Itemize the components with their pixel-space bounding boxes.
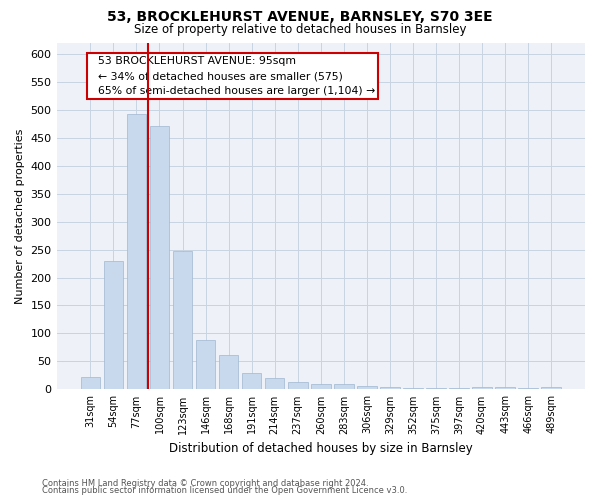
X-axis label: Distribution of detached houses by size in Barnsley: Distribution of detached houses by size … (169, 442, 473, 455)
Bar (311, 384, 331, 390)
Text: Contains public sector information licensed under the Open Government Licence v3: Contains public sector information licen… (42, 486, 407, 495)
Text: 53 BROCKLEHURST AVENUE: 95sqm
  ← 34% of detached houses are smaller (575)
  65%: 53 BROCKLEHURST AVENUE: 95sqm ← 34% of d… (91, 56, 375, 96)
Bar (403, 388, 423, 390)
Bar (380, 387, 400, 390)
Bar (496, 386, 515, 390)
Bar (541, 387, 561, 390)
Text: 53, BROCKLEHURST AVENUE, BARNSLEY, S70 3EE: 53, BROCKLEHURST AVENUE, BARNSLEY, S70 3… (107, 10, 493, 24)
Bar (288, 382, 308, 390)
Bar (357, 386, 377, 390)
Bar (472, 386, 492, 390)
Text: Contains HM Land Registry data © Crown copyright and database right 2024.: Contains HM Land Registry data © Crown c… (42, 478, 368, 488)
Bar (104, 260, 123, 390)
Bar (265, 378, 284, 390)
Bar (219, 354, 238, 390)
Bar (196, 340, 215, 390)
Bar (518, 388, 538, 390)
Bar (80, 376, 100, 390)
Bar (173, 251, 193, 390)
Bar (334, 384, 353, 390)
Bar (242, 372, 262, 390)
Bar (149, 126, 169, 390)
Bar (449, 388, 469, 390)
Bar (127, 114, 146, 390)
Bar (426, 388, 446, 390)
Text: Size of property relative to detached houses in Barnsley: Size of property relative to detached ho… (134, 22, 466, 36)
Y-axis label: Number of detached properties: Number of detached properties (15, 128, 25, 304)
